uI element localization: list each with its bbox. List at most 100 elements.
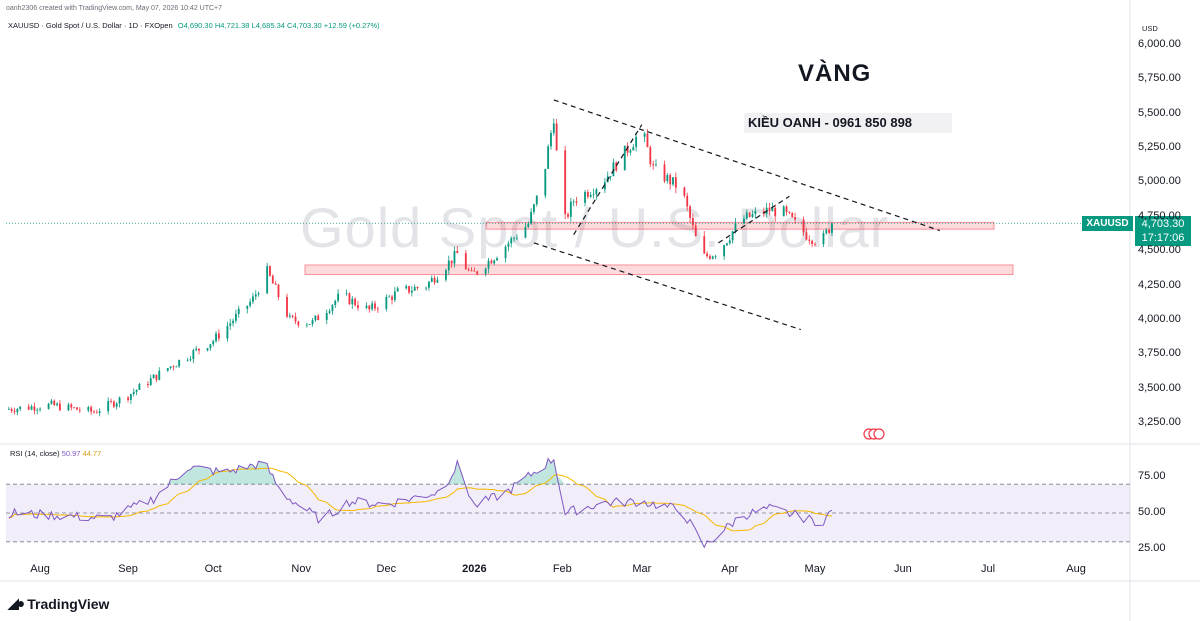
annotation-contact: KIỀU OANH - 0961 850 898 xyxy=(744,113,952,133)
time-axis-label: Aug xyxy=(1066,563,1086,575)
rsi-axis-label: 75.00 xyxy=(1138,470,1166,482)
time-axis-label: Nov xyxy=(291,563,311,575)
candle-body xyxy=(649,147,652,165)
rsi-overbought-fill xyxy=(170,479,174,485)
rsi-legend: RSI (14, close) 50.97 44.77 xyxy=(10,449,101,458)
candle-body xyxy=(56,403,59,406)
rsi-overbought-fill xyxy=(207,467,211,485)
candle-body xyxy=(331,305,334,312)
candle-body xyxy=(328,311,331,313)
rsi-line xyxy=(8,457,833,549)
candle-body xyxy=(405,286,408,289)
candle-body xyxy=(288,315,291,317)
candle-body xyxy=(112,401,115,407)
tradingview-logo[interactable]: ◢● TradingView xyxy=(8,595,109,612)
candle-body xyxy=(408,286,410,293)
candle-body xyxy=(305,324,308,326)
candle-body xyxy=(297,321,300,326)
candle-body xyxy=(376,308,379,310)
candle-body xyxy=(76,407,78,410)
rsi-overbought-fill xyxy=(227,468,231,485)
candle-body xyxy=(708,256,711,259)
candle-body xyxy=(206,348,209,351)
price-axis-label: 5,750.00 xyxy=(1138,72,1181,85)
rsi-overbought-fill xyxy=(179,470,188,485)
candle-body xyxy=(294,316,297,322)
candle-body xyxy=(311,320,314,325)
candle-body xyxy=(515,237,518,239)
candle-body xyxy=(672,177,674,185)
candle-body xyxy=(496,258,498,261)
time-axis-label: Apr xyxy=(721,563,739,575)
candle-body xyxy=(166,368,169,371)
rsi-overbought-fill xyxy=(548,458,551,485)
candle-body xyxy=(70,404,73,408)
candle-body xyxy=(391,296,393,300)
candle-body xyxy=(569,201,572,217)
candle-body xyxy=(27,406,30,410)
symbol-label[interactable]: XAUUSD · Gold Spot / U.S. Dollar · 1D · … xyxy=(8,21,173,30)
candle-body xyxy=(425,287,428,289)
candle-body xyxy=(237,308,240,314)
candle-body xyxy=(748,212,751,217)
candle-body xyxy=(416,287,419,289)
candle-body xyxy=(93,411,95,413)
candle-body xyxy=(669,175,672,185)
candle-body xyxy=(728,240,731,244)
candle-body xyxy=(785,206,788,212)
candle-body xyxy=(527,223,530,227)
candle-body xyxy=(172,366,175,368)
rsi-overbought-fill xyxy=(525,472,529,485)
candle-body xyxy=(706,253,709,257)
candle-body xyxy=(252,296,254,302)
candle-body xyxy=(768,207,771,212)
candle-body xyxy=(632,147,635,151)
rsi-overbought-fill xyxy=(545,458,549,485)
candle-body xyxy=(507,243,510,247)
candle-body xyxy=(229,323,232,326)
candle-body xyxy=(711,256,714,259)
price-axis-label: 5,250.00 xyxy=(1138,141,1181,154)
rsi-overbought-fill xyxy=(213,467,217,485)
candle-body xyxy=(269,266,271,276)
candle-body xyxy=(535,195,538,205)
tradingview-logo-icon: ◢● xyxy=(8,595,25,611)
candle-body xyxy=(743,218,745,224)
candle-body xyxy=(683,187,686,196)
rsi-overbought-fill xyxy=(252,465,256,485)
price-axis-label: 3,250.00 xyxy=(1138,416,1181,428)
candle-body xyxy=(547,146,550,169)
price-axis-label: 3,750.00 xyxy=(1138,347,1181,360)
candle-body xyxy=(314,315,317,321)
candle-body xyxy=(453,250,456,264)
candle-body xyxy=(530,211,533,224)
candle-body xyxy=(50,400,53,404)
rsi-overbought-fill xyxy=(238,465,248,485)
candle-body xyxy=(73,407,76,409)
time-axis-label: Feb xyxy=(552,563,572,575)
candle-body xyxy=(513,237,515,239)
last-price-tag: 4,703.30 17:17:06 xyxy=(1135,216,1191,246)
chart-caption: oanh2306 created with TradingView.com, M… xyxy=(6,5,223,12)
close-value: C4,703.30 xyxy=(287,21,322,30)
candle-body xyxy=(291,315,294,317)
candle-body xyxy=(189,359,192,360)
flag-trendline-right xyxy=(718,195,790,244)
price-axis-label: 3,500.00 xyxy=(1138,381,1181,394)
rsi-label[interactable]: RSI (14, close) xyxy=(10,449,60,458)
candle-body xyxy=(609,176,612,177)
event-marker-icon xyxy=(873,428,885,440)
candle-body xyxy=(16,409,19,413)
candle-body xyxy=(751,213,754,217)
candle-body xyxy=(385,296,388,310)
open-value: O4,690.30 xyxy=(177,21,213,30)
candle-body xyxy=(544,168,547,196)
candle-body xyxy=(396,288,399,292)
candle-body xyxy=(564,150,567,215)
candle-body xyxy=(745,212,748,219)
candle-body xyxy=(195,348,198,351)
candle-body xyxy=(731,231,734,241)
candle-body xyxy=(430,277,433,282)
candle-body xyxy=(473,270,476,272)
